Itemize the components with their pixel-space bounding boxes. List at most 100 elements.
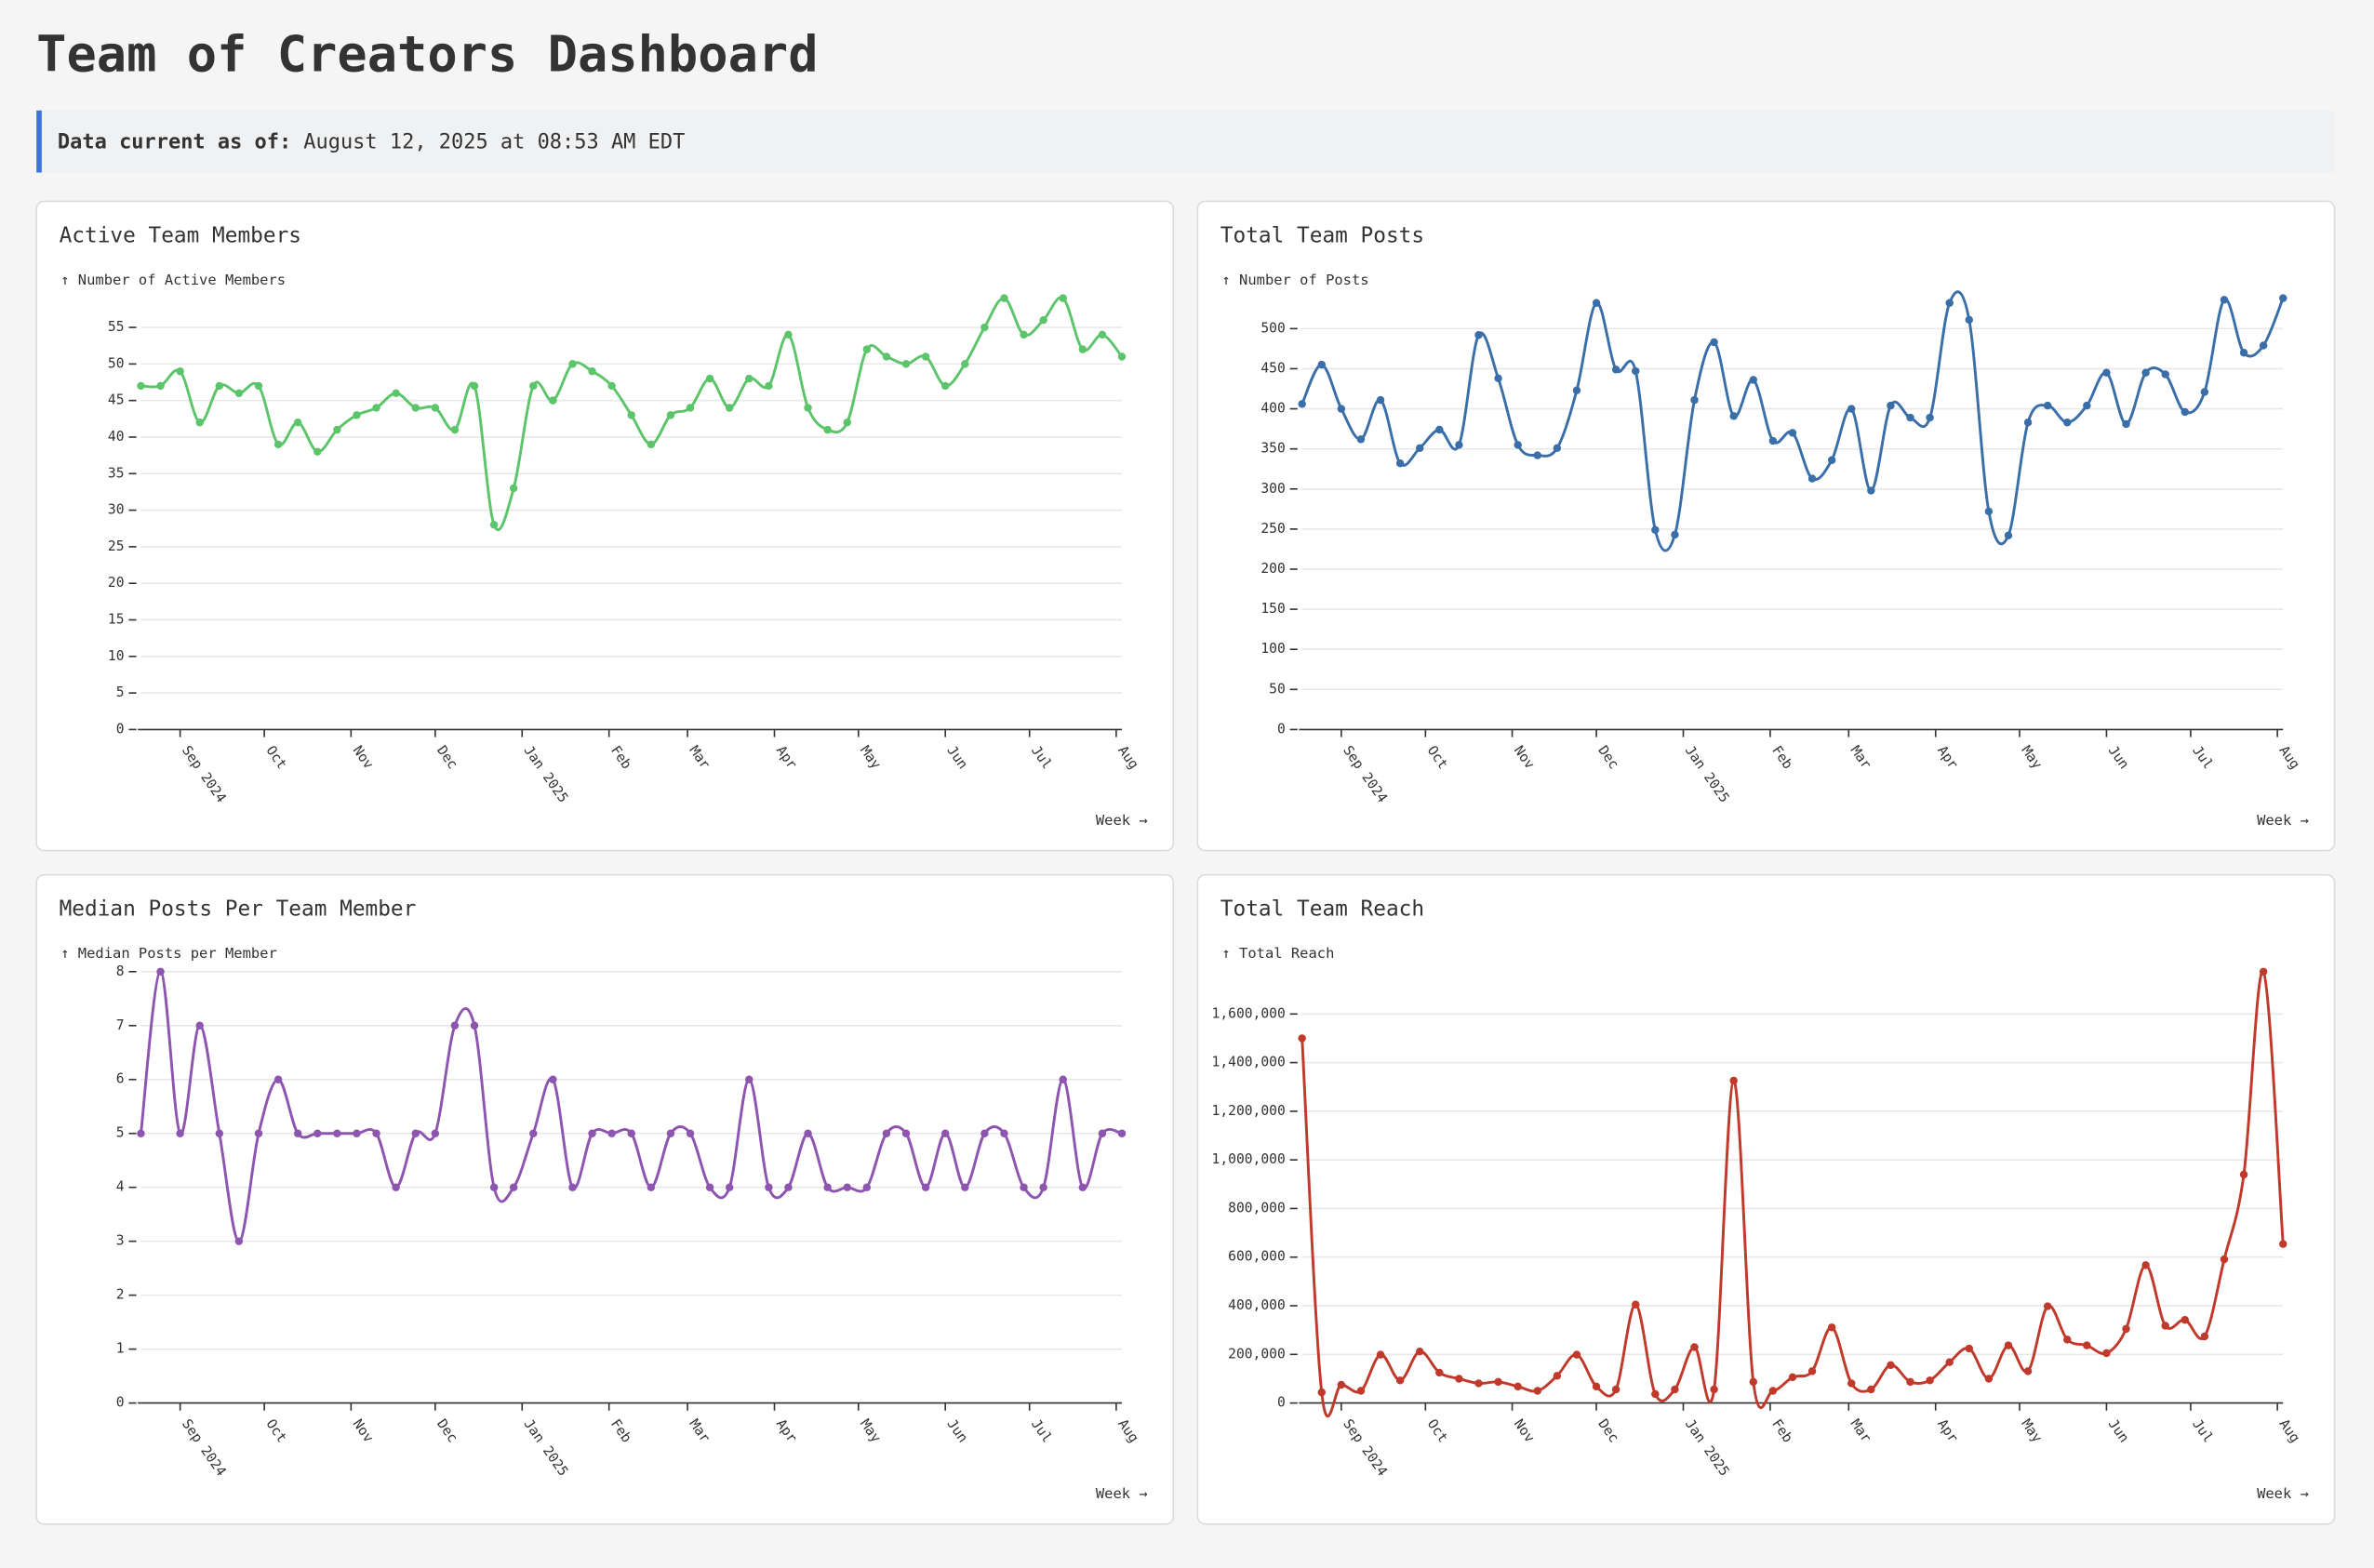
y-tick-label: 200,000 bbox=[1228, 1346, 1286, 1362]
data-point bbox=[607, 381, 616, 391]
data-point bbox=[1729, 412, 1738, 420]
chart-card: Total Team Posts ↑ Number of Posts Week → 0… bbox=[1196, 200, 2336, 852]
data-point bbox=[725, 1183, 734, 1191]
data-point bbox=[156, 967, 165, 977]
data-point bbox=[2259, 341, 2268, 350]
data-point bbox=[705, 374, 714, 383]
data-point bbox=[784, 1183, 793, 1191]
data-point bbox=[273, 440, 283, 449]
data-point bbox=[2023, 418, 2033, 427]
y-axis-label: ↑ Total Reach bbox=[1221, 945, 1334, 962]
data-point bbox=[666, 411, 675, 419]
status-bar bbox=[36, 110, 2335, 173]
data-point bbox=[372, 1129, 380, 1137]
data-point bbox=[450, 425, 460, 434]
data-point bbox=[1415, 1347, 1424, 1356]
data-point bbox=[195, 419, 204, 427]
data-point bbox=[1768, 436, 1778, 445]
data-point bbox=[353, 411, 361, 419]
data-point bbox=[1945, 299, 1954, 308]
data-point bbox=[1059, 1075, 1067, 1083]
data-point bbox=[568, 1183, 577, 1191]
data-point bbox=[1117, 1129, 1127, 1137]
data-point bbox=[2220, 1255, 2229, 1264]
y-tick-label: 400 bbox=[1260, 401, 1285, 417]
chart-title: Active Team Members bbox=[60, 223, 301, 247]
data-point bbox=[353, 1129, 361, 1137]
x-axis-label: Week → bbox=[1096, 812, 1148, 829]
y-tick-label: 1,200,000 bbox=[1212, 1103, 1286, 1119]
data-point bbox=[1867, 1385, 1875, 1394]
y-tick-label: 4 bbox=[116, 1179, 125, 1195]
y-tick-label: 150 bbox=[1260, 601, 1285, 617]
data-point bbox=[529, 1129, 538, 1137]
data-point bbox=[1749, 1377, 1758, 1387]
y-tick-label: 8 bbox=[116, 963, 125, 979]
data-point bbox=[961, 1183, 969, 1191]
data-point bbox=[1887, 401, 1895, 410]
data-point bbox=[273, 1075, 283, 1083]
data-point bbox=[882, 1129, 891, 1137]
chart-card: Active Team Members ↑ Number of Active Me… bbox=[35, 200, 1175, 852]
data-point bbox=[137, 381, 145, 391]
data-point bbox=[823, 425, 832, 434]
data-point bbox=[1553, 1372, 1562, 1380]
chart-card: Median Posts Per Team Member ↑ Median Pos… bbox=[35, 873, 1175, 1525]
data-point bbox=[765, 1183, 773, 1191]
y-tick-label: 1,600,000 bbox=[1212, 1005, 1286, 1021]
y-tick-label: 100 bbox=[1260, 641, 1285, 657]
y-tick-label: 5 bbox=[116, 684, 125, 700]
data-point bbox=[1553, 444, 1562, 453]
y-tick-label: 800,000 bbox=[1228, 1200, 1286, 1216]
data-point bbox=[450, 1021, 460, 1030]
data-point bbox=[431, 404, 440, 412]
data-point bbox=[1671, 1385, 1679, 1394]
y-tick-label: 50 bbox=[108, 355, 125, 371]
y-axis-label: ↑ Median Posts per Member bbox=[60, 945, 277, 962]
y-tick-label: 350 bbox=[1260, 441, 1285, 457]
data-point bbox=[215, 381, 224, 391]
data-point bbox=[765, 381, 773, 391]
data-point bbox=[1592, 1382, 1601, 1391]
data-point bbox=[686, 404, 695, 412]
data-point bbox=[1494, 374, 1502, 383]
data-point bbox=[940, 381, 950, 391]
data-point bbox=[1000, 1129, 1008, 1137]
data-point bbox=[2161, 370, 2169, 379]
y-tick-label: 35 bbox=[108, 465, 125, 481]
data-point bbox=[1710, 1385, 1718, 1394]
data-point bbox=[1039, 1183, 1047, 1191]
data-point bbox=[1984, 507, 1994, 516]
data-point bbox=[215, 1129, 224, 1137]
y-tick-label: 10 bbox=[108, 648, 125, 664]
data-point bbox=[1906, 1377, 1914, 1387]
data-point bbox=[745, 1075, 754, 1083]
data-point bbox=[1984, 1375, 1994, 1383]
data-point bbox=[411, 1129, 420, 1137]
data-point bbox=[293, 419, 302, 427]
data-point bbox=[843, 419, 851, 427]
data-point bbox=[1710, 338, 1718, 347]
data-point bbox=[2122, 419, 2130, 429]
data-point bbox=[509, 1183, 518, 1191]
data-point bbox=[1514, 1382, 1522, 1391]
y-tick-label: 45 bbox=[108, 392, 125, 408]
data-point bbox=[627, 1129, 635, 1137]
data-point bbox=[1690, 395, 1699, 405]
data-point bbox=[254, 1129, 263, 1137]
data-point bbox=[1611, 365, 1620, 374]
y-tick-label: 1,000,000 bbox=[1212, 1151, 1286, 1167]
data-point bbox=[804, 1129, 812, 1137]
data-point bbox=[1768, 1387, 1778, 1395]
data-point bbox=[1788, 429, 1797, 437]
data-point bbox=[1572, 386, 1581, 394]
y-tick-label: 20 bbox=[108, 575, 125, 591]
data-point bbox=[195, 1021, 204, 1030]
data-point bbox=[333, 425, 341, 434]
chart-card: Total Team Reach ↑ Total Reach Week → 0 200,… bbox=[1196, 873, 2336, 1525]
data-point bbox=[2181, 1315, 2190, 1324]
data-point bbox=[1827, 456, 1836, 464]
y-tick-label: 500 bbox=[1260, 320, 1285, 336]
chart-title: Total Team Posts bbox=[1220, 223, 1424, 247]
